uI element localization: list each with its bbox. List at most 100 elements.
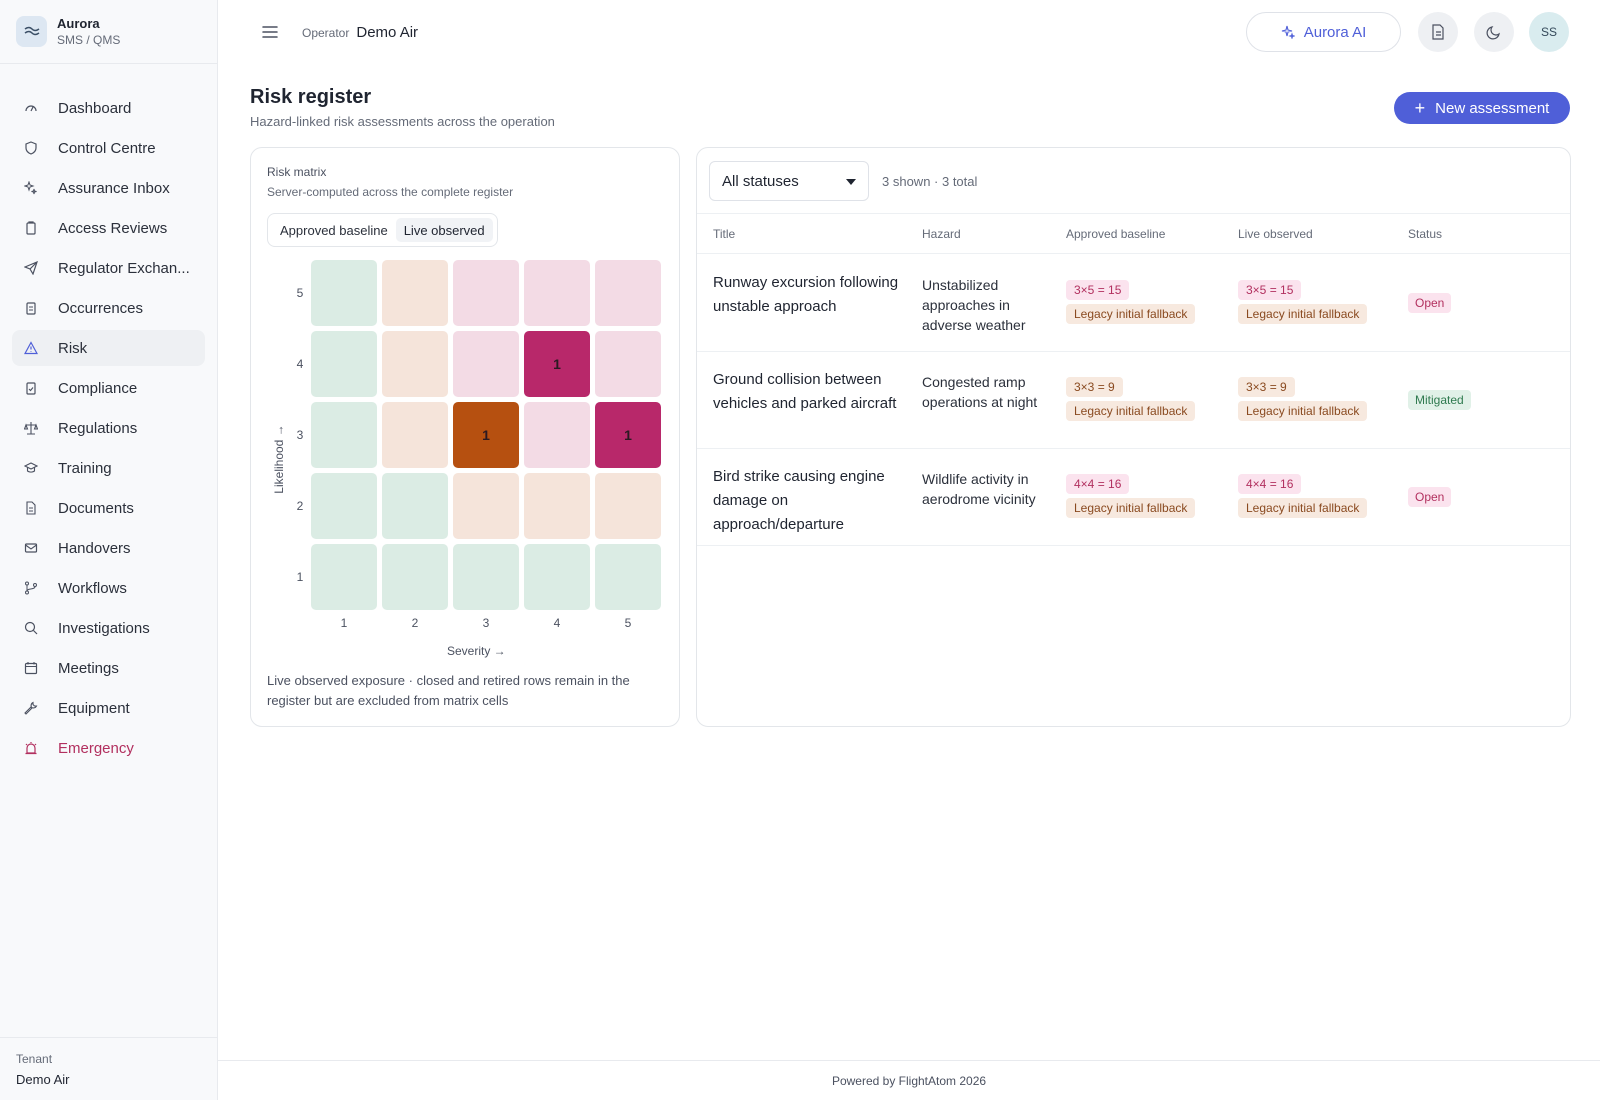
column-header-live-observed[interactable]: Live observed [1238,227,1313,241]
sidebar-item-regulator-exchan[interactable]: Regulator Exchan... [12,250,205,286]
live-score-badge: 3×5 = 15 [1238,280,1302,300]
matrix-cell-l1-s5[interactable] [595,544,661,610]
sidebar-item-label: Regulator Exchan... [58,259,190,277]
sidebar-item-meetings[interactable]: Meetings [12,650,205,686]
aurora-ai-button[interactable]: Aurora AI [1246,12,1401,52]
column-header-status[interactable]: Status [1408,227,1443,241]
live-observed-cell: 3×5 = 15 Legacy initial fallback [1238,280,1368,324]
sidebar-item-access-reviews[interactable]: Access Reviews [12,210,205,246]
table-row[interactable]: Runway excursion following unstable appr… [697,255,1570,352]
matrix-cell-l4-s5[interactable] [595,331,661,397]
sidebar-item-training[interactable]: Training [12,450,205,486]
table-row[interactable]: Ground collision between vehicles and pa… [697,352,1570,449]
sidebar-item-documents[interactable]: Documents [12,490,205,526]
menu-toggle-icon[interactable] [258,22,282,42]
status-badge: Open [1408,293,1452,313]
aurora-logo-icon [16,16,47,47]
sidebar-nav: Dashboard Control Centre Assurance Inbox Ac… [0,64,217,766]
sidebar-item-control-centre[interactable]: Control Centre [12,130,205,166]
matrix-cell-l2-s1[interactable] [311,473,377,539]
live-observed-cell: 4×4 = 16 Legacy initial fallback [1238,474,1368,518]
status-filter-value: All statuses [722,172,799,190]
sidebar-item-label: Investigations [58,619,150,637]
matrix-cell-l4-s1[interactable] [311,331,377,397]
mail-icon [24,543,38,553]
sidebar-item-assurance-inbox[interactable]: Assurance Inbox [12,170,205,206]
likelihood-axis-label: Likelihood → [272,424,286,494]
matrix-cell-l2-s2[interactable] [382,473,448,539]
matrix-view-toggle: Approved baseline Live observed [267,213,498,247]
matrix-cell-l1-s3[interactable] [453,544,519,610]
matrix-cell-l3-s4[interactable] [524,402,590,468]
column-header-approved-baseline[interactable]: Approved baseline [1066,227,1166,241]
hazard-name: Unstabilized approaches in adverse weath… [922,277,1026,333]
matrix-cell-l2-s4[interactable] [524,473,590,539]
live-fallback-badge: Legacy initial fallback [1238,498,1368,518]
sidebar-item-label: Compliance [58,379,138,397]
risk-matrix-card: Risk matrix Server-computed across the c… [250,147,680,727]
wrench-icon [24,701,38,715]
sparkle-icon [1281,25,1295,39]
matrix-cell-l3-s5[interactable]: 1 [595,402,661,468]
matrix-cell-l2-s5[interactable] [595,473,661,539]
likelihood-tick: 2 [296,499,304,513]
new-assessment-button[interactable]: + New assessment [1394,92,1570,124]
severity-tick: 3 [482,616,490,630]
matrix-cell-l3-s1[interactable] [311,402,377,468]
matrix-cell-l5-s1[interactable] [311,260,377,326]
document-icon [26,501,36,515]
approved-score-badge: 4×4 = 16 [1066,474,1130,494]
sidebar-item-compliance[interactable]: Compliance [12,370,205,406]
sidebar-item-handovers[interactable]: Handovers [12,530,205,566]
sidebar-item-occurrences[interactable]: Occurrences [12,290,205,326]
sidebar-item-label: Equipment [58,699,130,717]
sidebar-item-label: Training [58,459,112,477]
matrix-cell-l5-s4[interactable] [524,260,590,326]
matrix-cell-l1-s1[interactable] [311,544,377,610]
matrix-cell-l4-s2[interactable] [382,331,448,397]
approved-fallback-badge: Legacy initial fallback [1066,498,1196,518]
matrix-cell-l1-s4[interactable] [524,544,590,610]
document-button[interactable] [1418,12,1458,52]
toggle-approved-baseline[interactable]: Approved baseline [280,222,388,238]
sparkle-icon [24,181,37,195]
sidebar-item-workflows[interactable]: Workflows [12,570,205,606]
table-row[interactable]: Bird strike causing engine damage on app… [697,449,1570,546]
brand[interactable]: Aurora SMS / QMS [0,0,217,64]
matrix-cell-l4-s3[interactable] [453,331,519,397]
matrix-cell-l1-s2[interactable] [382,544,448,610]
status-filter-select[interactable]: All statuses [709,161,869,201]
approved-score-badge: 3×5 = 15 [1066,280,1130,300]
column-header-hazard[interactable]: Hazard [922,227,961,241]
toggle-live-observed[interactable]: Live observed [395,218,493,242]
sidebar-item-emergency[interactable]: Emergency [12,730,205,766]
live-score-badge: 4×4 = 16 [1238,474,1302,494]
tenant-label: Tenant [16,1052,53,1066]
warning-triangle-icon [24,341,38,355]
severity-tick: 2 [411,616,419,630]
matrix-cell-l4-s4[interactable]: 1 [524,331,590,397]
likelihood-tick: 3 [296,428,304,442]
sidebar-item-investigations[interactable]: Investigations [12,610,205,646]
matrix-cell-l2-s3[interactable] [453,473,519,539]
matrix-cell-l5-s5[interactable] [595,260,661,326]
matrix-cell-l3-s2[interactable] [382,402,448,468]
risk-matrix-title: Risk matrix [267,165,327,179]
sidebar-item-regulations[interactable]: Regulations [12,410,205,446]
new-assessment-label: New assessment [1435,99,1550,117]
severity-tick: 4 [553,616,561,630]
chevron-down-icon [846,179,856,185]
column-header-title[interactable]: Title [713,227,736,241]
tenant-info[interactable]: Tenant Demo Air [0,1037,217,1100]
avatar[interactable]: SS [1529,12,1569,52]
matrix-cell-l3-s3[interactable]: 1 [453,402,519,468]
sidebar-item-dashboard[interactable]: Dashboard [12,90,205,126]
risk-matrix-note: Live observed exposure · closed and reti… [267,673,630,708]
matrix-cell-l5-s3[interactable] [453,260,519,326]
dark-mode-toggle[interactable] [1474,12,1514,52]
matrix-cell-l5-s2[interactable] [382,260,448,326]
operator-selector[interactable]: Operator Demo Air [302,24,418,41]
sidebar-item-risk[interactable]: Risk [12,330,205,366]
likelihood-tick: 5 [296,286,304,300]
sidebar-item-equipment[interactable]: Equipment [12,690,205,726]
